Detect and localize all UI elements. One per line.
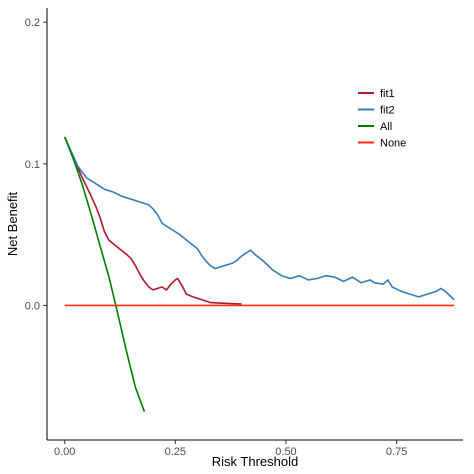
x-tick-label: 0.00 <box>54 446 75 458</box>
axes: 0.00 0.25 0.50 0.75 0.0 0.1 0.2 <box>25 8 463 458</box>
x-tick-label: 0.75 <box>386 446 407 458</box>
legend-label-none: None <box>380 138 406 150</box>
y-tick-label: 0.0 <box>25 300 40 312</box>
x-tick-label: 0.50 <box>275 446 296 458</box>
legend-label-fit2: fit2 <box>380 105 395 117</box>
y-axis-title: Net Benefit <box>5 191 20 256</box>
x-axis-title: Risk Threshold <box>212 454 298 469</box>
legend: fit1 fit2 All None <box>358 88 406 150</box>
series-layer <box>63 136 455 412</box>
x-tick-label: 0.25 <box>165 446 186 458</box>
legend-label-fit1: fit1 <box>380 88 395 100</box>
legend-label-all: All <box>380 121 392 133</box>
series-line-fit2 <box>63 136 455 301</box>
y-tick-label: 0.1 <box>25 159 40 171</box>
series-line-all <box>63 136 146 412</box>
series-line-fit1 <box>63 136 242 305</box>
y-tick-label: 0.2 <box>25 17 40 29</box>
